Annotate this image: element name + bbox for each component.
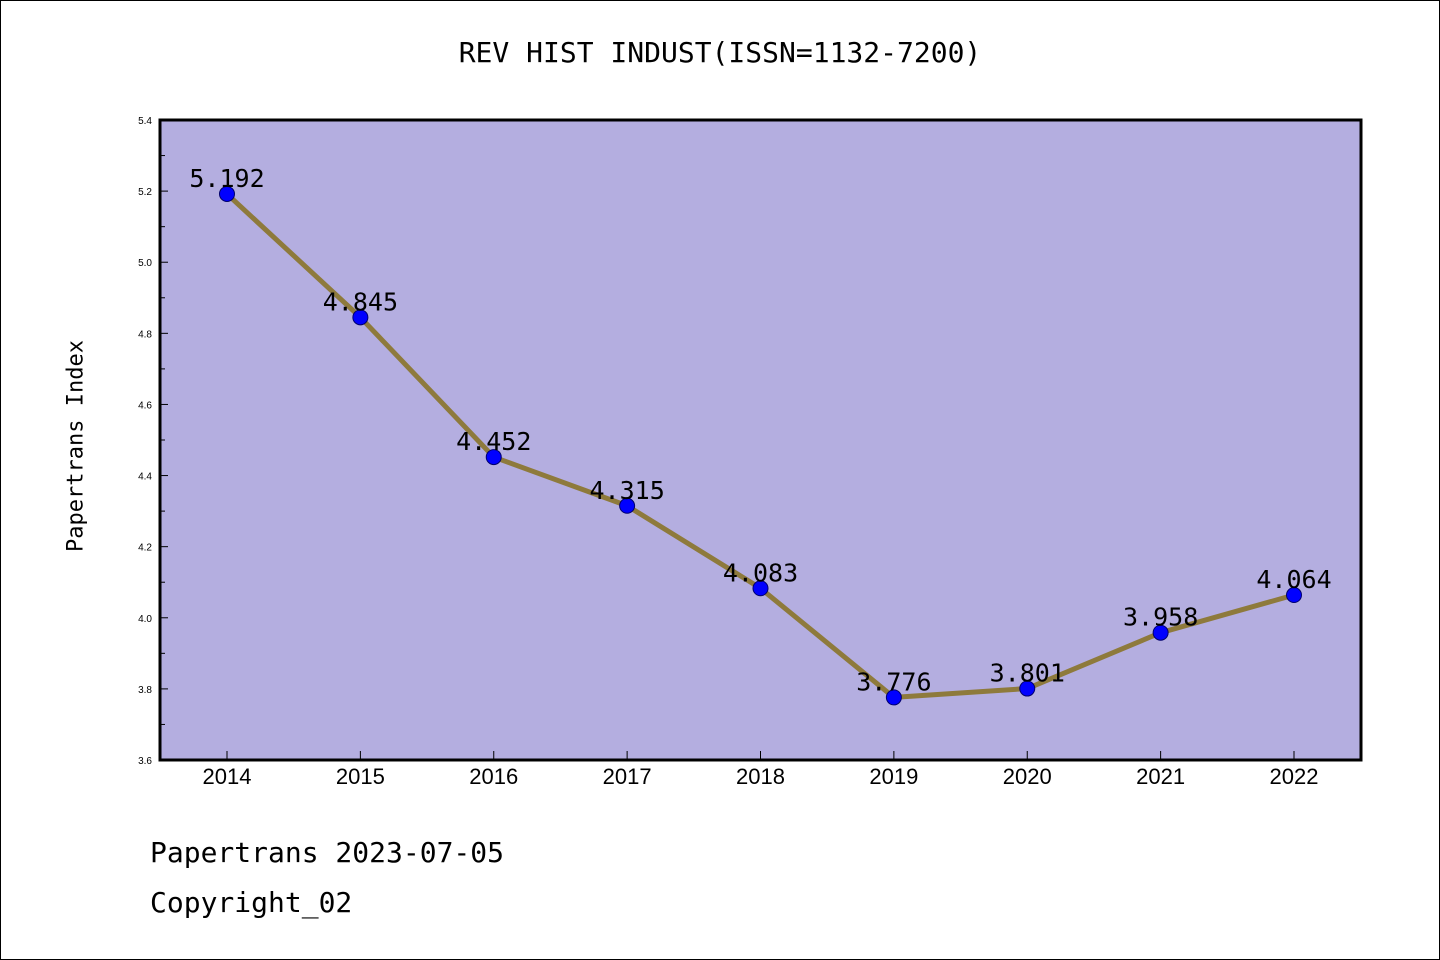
data-point-marker	[752, 580, 769, 597]
footer-copyright: Copyright_02	[150, 886, 353, 919]
y-tick-label: 4.4	[138, 472, 152, 483]
data-label: 3.801	[990, 659, 1065, 688]
y-axis: 3.6 3.8 4.0 4.2 4.4 4.6 4.8 5.0 5.2 5.4	[138, 116, 168, 767]
data-point-marker	[1286, 587, 1302, 604]
y-tick-label: 4.2	[138, 543, 152, 554]
y-tick-label: 4.0	[138, 614, 152, 625]
data-label: 4.315	[589, 476, 664, 505]
data-point-marker	[885, 689, 902, 706]
y-tick-label: 5.4	[138, 116, 152, 127]
data-label: 3.958	[1123, 603, 1198, 632]
data-label: 4.452	[456, 427, 531, 456]
data-point-marker	[219, 185, 235, 202]
y-tick-label: 4.8	[138, 329, 152, 340]
data-point-marker	[352, 309, 369, 326]
data-point-marker	[619, 497, 636, 514]
x-tick-label: 2015	[336, 764, 385, 789]
data-label: 4.083	[723, 558, 798, 587]
data-point-marker	[1152, 624, 1169, 641]
plot-area	[158, 118, 1363, 762]
series-layer: 5.192 4.845 4.452 4.315 4.083 3.776 3.801 3.958…	[189, 164, 1332, 706]
x-tick-label: 2017	[603, 764, 652, 789]
x-tick-label: 2018	[736, 764, 785, 789]
footer-date: Papertrans 2023-07-05	[150, 836, 505, 869]
chart-title: REV HIST INDUST(ISSN=1132-7200)	[458, 36, 982, 69]
y-tick-label: 5.2	[138, 187, 152, 198]
data-label: 4.845	[323, 287, 398, 316]
y-tick-label: 3.8	[138, 685, 152, 696]
x-axis: 2014 2015 2016 2017 2018 2019 2020 2021 2022	[203, 751, 1319, 789]
data-label: 3.776	[856, 667, 931, 696]
x-tick-label: 2020	[1003, 764, 1052, 789]
data-label: 5.192	[189, 164, 264, 193]
x-tick-label: 2014	[203, 764, 252, 789]
x-tick-label: 2016	[469, 764, 518, 789]
x-tick-label: 2019	[869, 764, 918, 789]
y-tick-label: 3.6	[138, 756, 152, 767]
x-tick-label: 2022	[1270, 764, 1319, 789]
y-tick-label: 5.0	[138, 258, 152, 269]
data-label: 4.064	[1256, 565, 1331, 594]
data-point-marker	[485, 449, 502, 466]
x-tick-label: 2021	[1136, 764, 1185, 789]
y-tick-label: 4.6	[138, 400, 152, 411]
data-point-marker	[1019, 680, 1036, 697]
